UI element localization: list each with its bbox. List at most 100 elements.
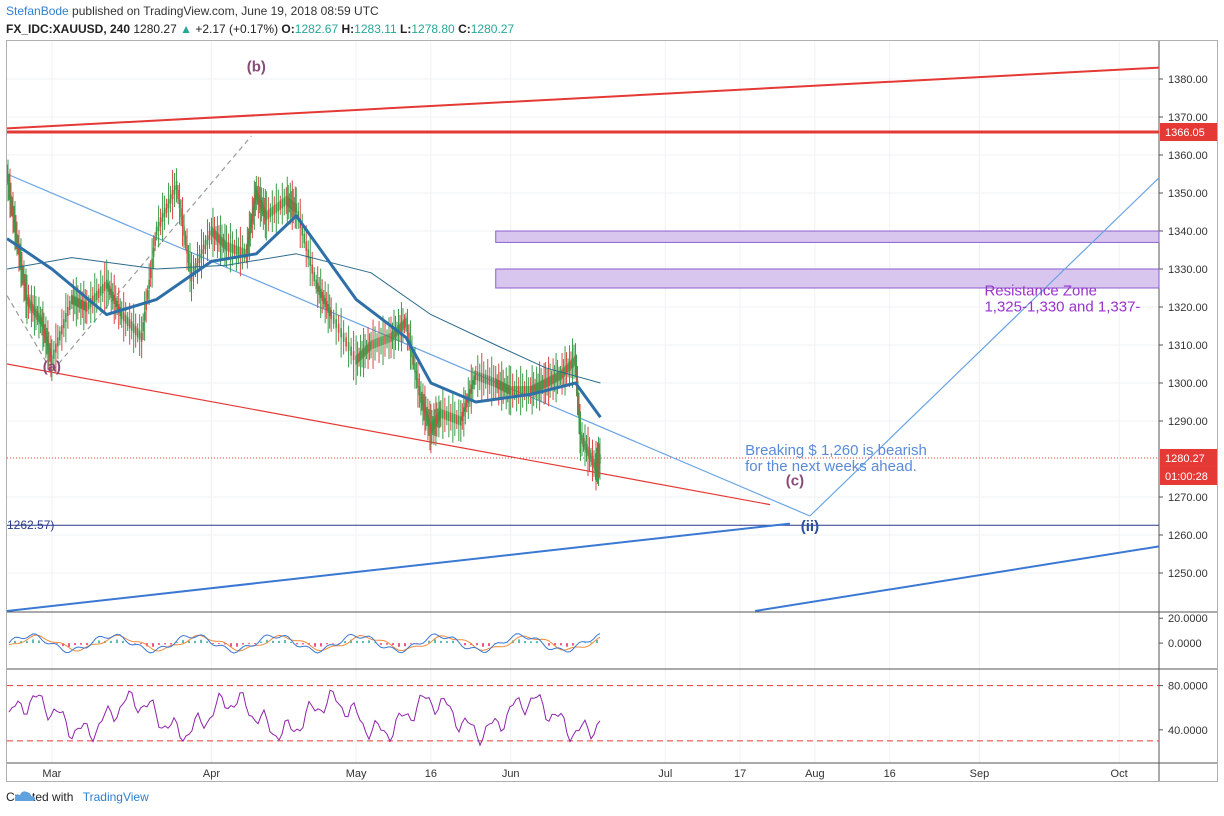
price-bar <box>421 396 423 406</box>
last-price: 1280.27 <box>133 22 177 36</box>
price-bar <box>29 299 31 309</box>
price-bar <box>146 290 149 300</box>
price-bar <box>46 336 48 346</box>
osc-tick-label: 0.0000 <box>1168 638 1202 650</box>
tradingview-brand-link[interactable]: TradingView <box>82 790 149 804</box>
chart-area[interactable]: 1380.00 1370.00 1360.00 1350.00 1340.00 1330.… <box>6 40 1218 782</box>
time-tick-label: 16 <box>884 768 896 780</box>
price-bar <box>173 185 176 195</box>
osc-main-line <box>8 633 601 654</box>
price-bar <box>468 389 471 399</box>
price-bar <box>471 379 474 390</box>
price-bar <box>183 226 185 236</box>
price-tick-label: 1270.00 <box>1168 492 1208 504</box>
price-bar <box>458 415 460 425</box>
price-bar <box>41 317 43 327</box>
price-bar <box>291 200 294 210</box>
price-bar <box>474 370 477 380</box>
price-bar <box>319 288 322 298</box>
osc-signal-line <box>8 634 601 652</box>
price-bar <box>72 295 75 305</box>
price-bar <box>400 322 403 332</box>
price-bar <box>456 414 458 425</box>
price-bar <box>417 378 419 388</box>
price-bar <box>161 212 164 222</box>
price-bar <box>283 197 286 207</box>
price-bar <box>330 310 332 320</box>
price-bar <box>470 384 473 394</box>
price-bar <box>503 383 506 393</box>
symbol-name: FX_IDC:XAUUSD, 240 <box>6 22 131 36</box>
price-bar <box>342 332 345 342</box>
price-bar <box>237 246 240 256</box>
price-bar <box>281 199 284 209</box>
price-bar <box>255 188 258 198</box>
price-bar <box>287 197 290 207</box>
price-bar <box>120 310 123 320</box>
price-bar <box>219 235 222 245</box>
last-price-badge-text: 1280.27 <box>1165 453 1205 465</box>
wave-label: (c) <box>786 473 804 490</box>
price-bar <box>406 325 409 335</box>
price-bar <box>372 339 374 349</box>
price-bar <box>332 314 335 324</box>
price-bar <box>405 317 407 327</box>
price-bar <box>222 238 225 248</box>
price-bar <box>69 300 71 311</box>
price-bar <box>486 375 489 385</box>
price-bar <box>340 328 342 338</box>
price-bar <box>411 348 413 358</box>
price-bar <box>184 235 187 245</box>
price-bar <box>328 307 331 317</box>
price-bar <box>180 208 182 218</box>
osc-tick-label: 20.0000 <box>1168 613 1208 625</box>
price-bar <box>423 402 425 412</box>
price-bar <box>198 253 201 263</box>
price-bar <box>154 237 156 247</box>
price-bar <box>391 331 394 341</box>
price-bar <box>224 240 226 250</box>
price-bar <box>361 349 363 359</box>
price-bar <box>509 386 512 396</box>
price-bar <box>83 300 85 311</box>
price-bar <box>550 375 553 385</box>
price-bar <box>531 385 533 395</box>
publish-line: StefanBode published on TradingView.com,… <box>6 4 379 18</box>
price-bar <box>432 421 434 431</box>
price-bar <box>553 373 556 383</box>
price-bar <box>93 293 96 303</box>
countdown-badge <box>1160 466 1217 485</box>
price-bar <box>239 246 242 257</box>
price-bar <box>113 294 116 304</box>
time-tick-label: Aug <box>805 768 825 780</box>
price-bar <box>309 256 312 266</box>
price-tick-label: 1310.00 <box>1168 340 1208 352</box>
time-tick-label: 16 <box>425 768 437 780</box>
price-bar <box>11 201 13 211</box>
price-bar <box>12 208 14 218</box>
high-label: H: <box>341 22 355 36</box>
price-bar <box>428 417 430 428</box>
price-bar <box>251 212 254 222</box>
price-chart-svg[interactable]: 1380.00 1370.00 1360.00 1350.00 1340.00 1330.… <box>7 41 1218 782</box>
author-link[interactable]: StefanBode <box>6 4 69 18</box>
price-bar <box>544 378 547 388</box>
price-bar <box>159 217 162 227</box>
price-bar <box>218 234 220 244</box>
price-bar <box>289 199 292 209</box>
price-bar <box>75 297 78 307</box>
price-bar <box>337 323 340 333</box>
price-bar <box>585 443 588 453</box>
price-bar <box>476 371 479 381</box>
support-line-label: 1262.57) <box>7 518 54 532</box>
price-bar <box>420 393 422 403</box>
price-bar <box>23 276 25 286</box>
price-bar <box>229 243 232 253</box>
price-bar <box>590 452 592 463</box>
price-tick-label: 1290.00 <box>1168 416 1208 428</box>
price-bar <box>254 194 257 204</box>
time-tick-label: Mar <box>42 768 61 780</box>
time-tick-label: Jun <box>502 768 520 780</box>
price-bar <box>273 205 276 215</box>
price-bar <box>271 206 274 216</box>
